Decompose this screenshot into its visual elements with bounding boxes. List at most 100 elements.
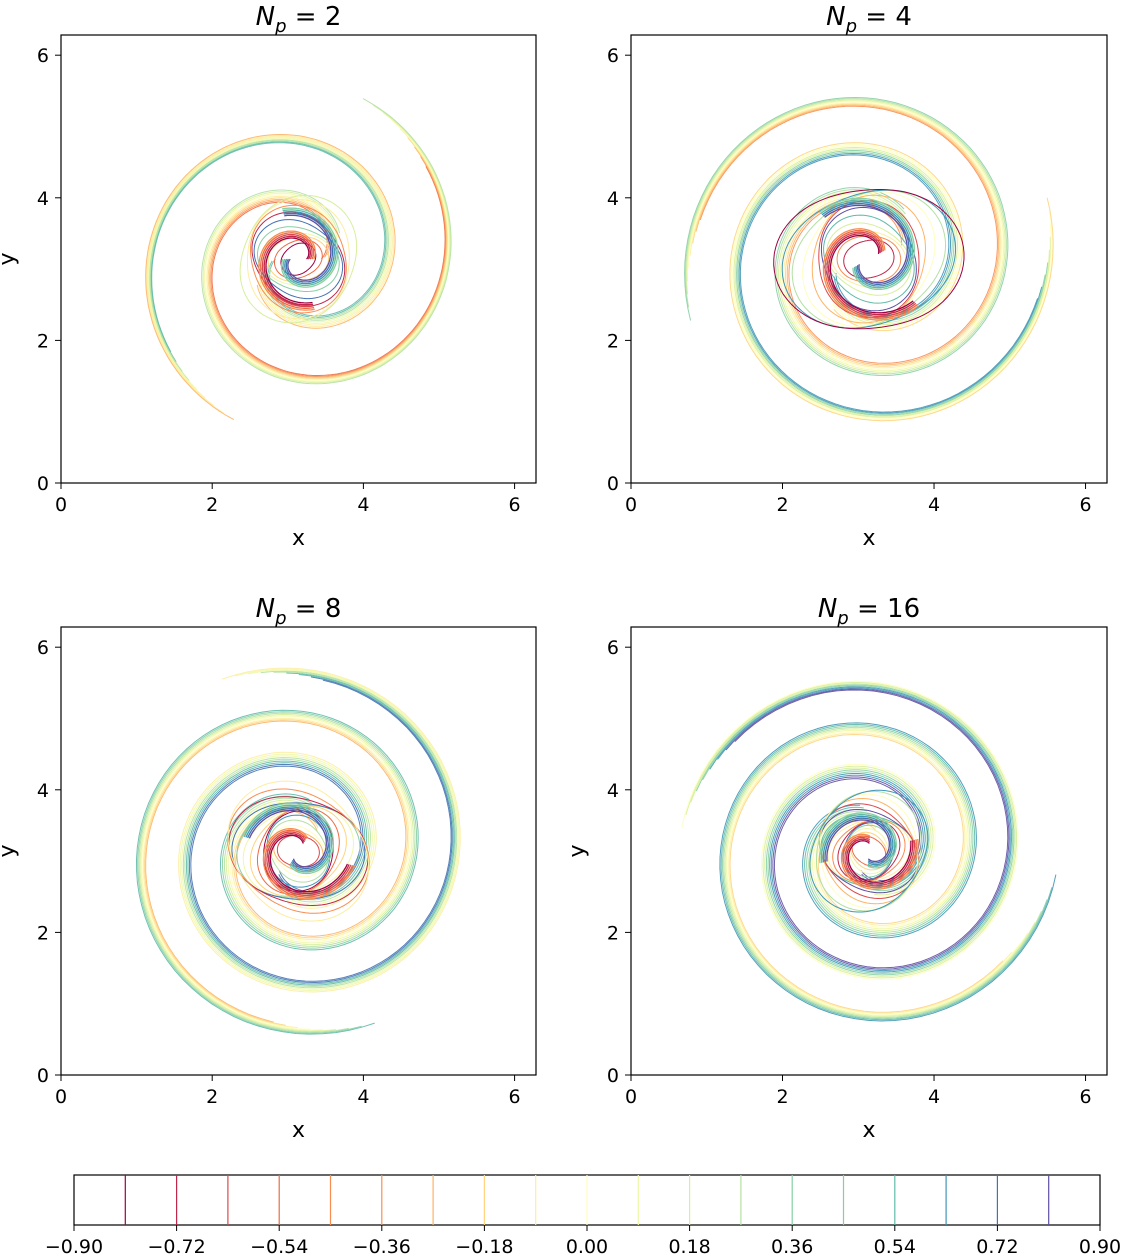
x-tick-label: 6: [1079, 494, 1091, 516]
contour-core-ring: [267, 236, 330, 282]
contour-arm-line: [734, 689, 1009, 969]
contour-inner-swirl: [846, 838, 914, 885]
contour-arm-line: [202, 104, 451, 384]
contour-inner-swirl: [282, 209, 337, 287]
title-rest: = 8: [287, 594, 342, 624]
contour-inner-swirl: [243, 804, 333, 873]
x-axis-label: x: [862, 1118, 875, 1143]
contour-arm-line: [181, 669, 459, 990]
contour-inner-swirl: [828, 233, 915, 316]
axes-frame: [630, 626, 1108, 1076]
x-tick-label: 0: [625, 1086, 637, 1108]
contour-inner-swirl: [820, 814, 896, 867]
contour-inner-swirl: [826, 819, 890, 863]
contour-inner-swirl: [262, 828, 355, 900]
x-tick-label: 4: [357, 1086, 369, 1108]
contour-arm-line: [141, 716, 411, 1030]
contour-arm-line: [687, 101, 1004, 370]
contour-arm-line: [148, 138, 391, 390]
contour-core-ring: [231, 802, 366, 900]
y-tick-label: 6: [37, 637, 49, 659]
x-tick-label: 2: [206, 1086, 218, 1108]
contour-plot-area: [681, 680, 1057, 1022]
contour-arm-line: [690, 682, 1016, 977]
title-subscript: p: [274, 608, 286, 629]
contour-inner-swirl: [268, 833, 350, 895]
panel-title: Np = 16: [818, 594, 920, 629]
contour-inner-swirl: [824, 229, 918, 319]
contour-core-ring: [251, 211, 346, 307]
contour-core-ring: [851, 835, 887, 867]
contour-core-ring: [239, 194, 358, 324]
contour-core-ring: [256, 807, 340, 895]
y-tick-label: 6: [607, 45, 619, 67]
contour-core-ring: [266, 814, 331, 888]
title-subscript: p: [274, 16, 286, 37]
contour-arm-line: [135, 709, 419, 1035]
contour-inner-swirl: [819, 812, 897, 869]
contour-inner-swirl: [822, 815, 894, 866]
x-tick-label: 0: [55, 494, 67, 516]
axes-frame: [60, 34, 537, 484]
contour-plot-area: [145, 98, 452, 421]
contour-core-ring: [846, 824, 892, 878]
contour-core-ring: [837, 820, 901, 882]
contour-core-ring: [809, 789, 929, 913]
contour-inner-swirl: [847, 840, 912, 883]
contour-inner-swirl: [264, 829, 354, 898]
title-subscript: p: [836, 608, 848, 629]
colorbar-tick-label: 0.54: [874, 1236, 916, 1258]
contour-arm-line: [725, 729, 1029, 1016]
contour-inner-swirl: [819, 197, 915, 291]
x-tick-label: 0: [625, 494, 637, 516]
panel-title: Np = 4: [826, 2, 912, 37]
contour-core-ring: [256, 226, 340, 292]
colorbar-tick-label: −0.18: [455, 1236, 513, 1258]
y-tick-label: 2: [37, 922, 49, 944]
contour-arm-line: [681, 680, 1019, 980]
contour-arm-line: [206, 128, 449, 380]
y-tick-label: 2: [607, 330, 619, 352]
contour-arm-line: [143, 717, 410, 1029]
contour-inner-swirl: [829, 234, 914, 314]
contour-inner-swirl: [822, 228, 919, 321]
y-tick-label: 6: [607, 637, 619, 659]
contour-inner-swirl: [283, 212, 334, 283]
panels-group: 0 2 4 6 0 2 4 6 x y Np = 2 0 2 4 6 0 2 4 6 x Np = 4 0 2 4 6 0 2 4 6 x…: [0, 2, 1108, 1143]
contour-inner-swirl: [266, 831, 352, 896]
x-tick-label: 6: [509, 494, 521, 516]
contour-core-ring: [832, 819, 906, 883]
contour-core-ring: [273, 830, 324, 873]
y-tick-label: 0: [607, 1065, 619, 1087]
panel-title: Np = 8: [256, 594, 342, 629]
contour-inner-swirl: [820, 199, 914, 289]
contour-arm-line: [736, 150, 1049, 416]
contour-inner-swirl: [241, 802, 334, 875]
title-main: N: [256, 2, 275, 32]
panel-3: 0 2 4 6 0 2 4 6 x y Np = 8: [0, 594, 537, 1143]
axes-frame: [630, 34, 1108, 484]
contour-core-ring: [246, 199, 350, 320]
contour-plot-area: [135, 667, 461, 1035]
x-tick-label: 6: [509, 1086, 521, 1108]
x-tick-label: 6: [1079, 1086, 1091, 1108]
y-axis-label: y: [0, 844, 20, 857]
contour-core-ring: [843, 239, 895, 279]
colorbar-tick-label: 0.90: [1079, 1236, 1121, 1258]
y-tick-label: 4: [37, 780, 49, 802]
contour-inner-swirl: [247, 808, 329, 870]
contour-core-ring: [818, 200, 920, 319]
contour-inner-swirl: [821, 201, 912, 287]
contour-arm-line: [723, 726, 1042, 1019]
title-subscript: p: [845, 16, 857, 37]
contour-inner-swirl: [260, 232, 315, 309]
contour-arm-line: [689, 102, 1002, 369]
contour-arm-line: [686, 100, 1005, 372]
contour-arm-line: [139, 713, 415, 1032]
contour-core-ring: [849, 831, 888, 871]
contour-inner-swirl: [283, 211, 335, 285]
contour-core-ring: [249, 204, 347, 314]
x-axis-label: x: [292, 526, 305, 551]
contour-plot-area: [684, 96, 1054, 422]
